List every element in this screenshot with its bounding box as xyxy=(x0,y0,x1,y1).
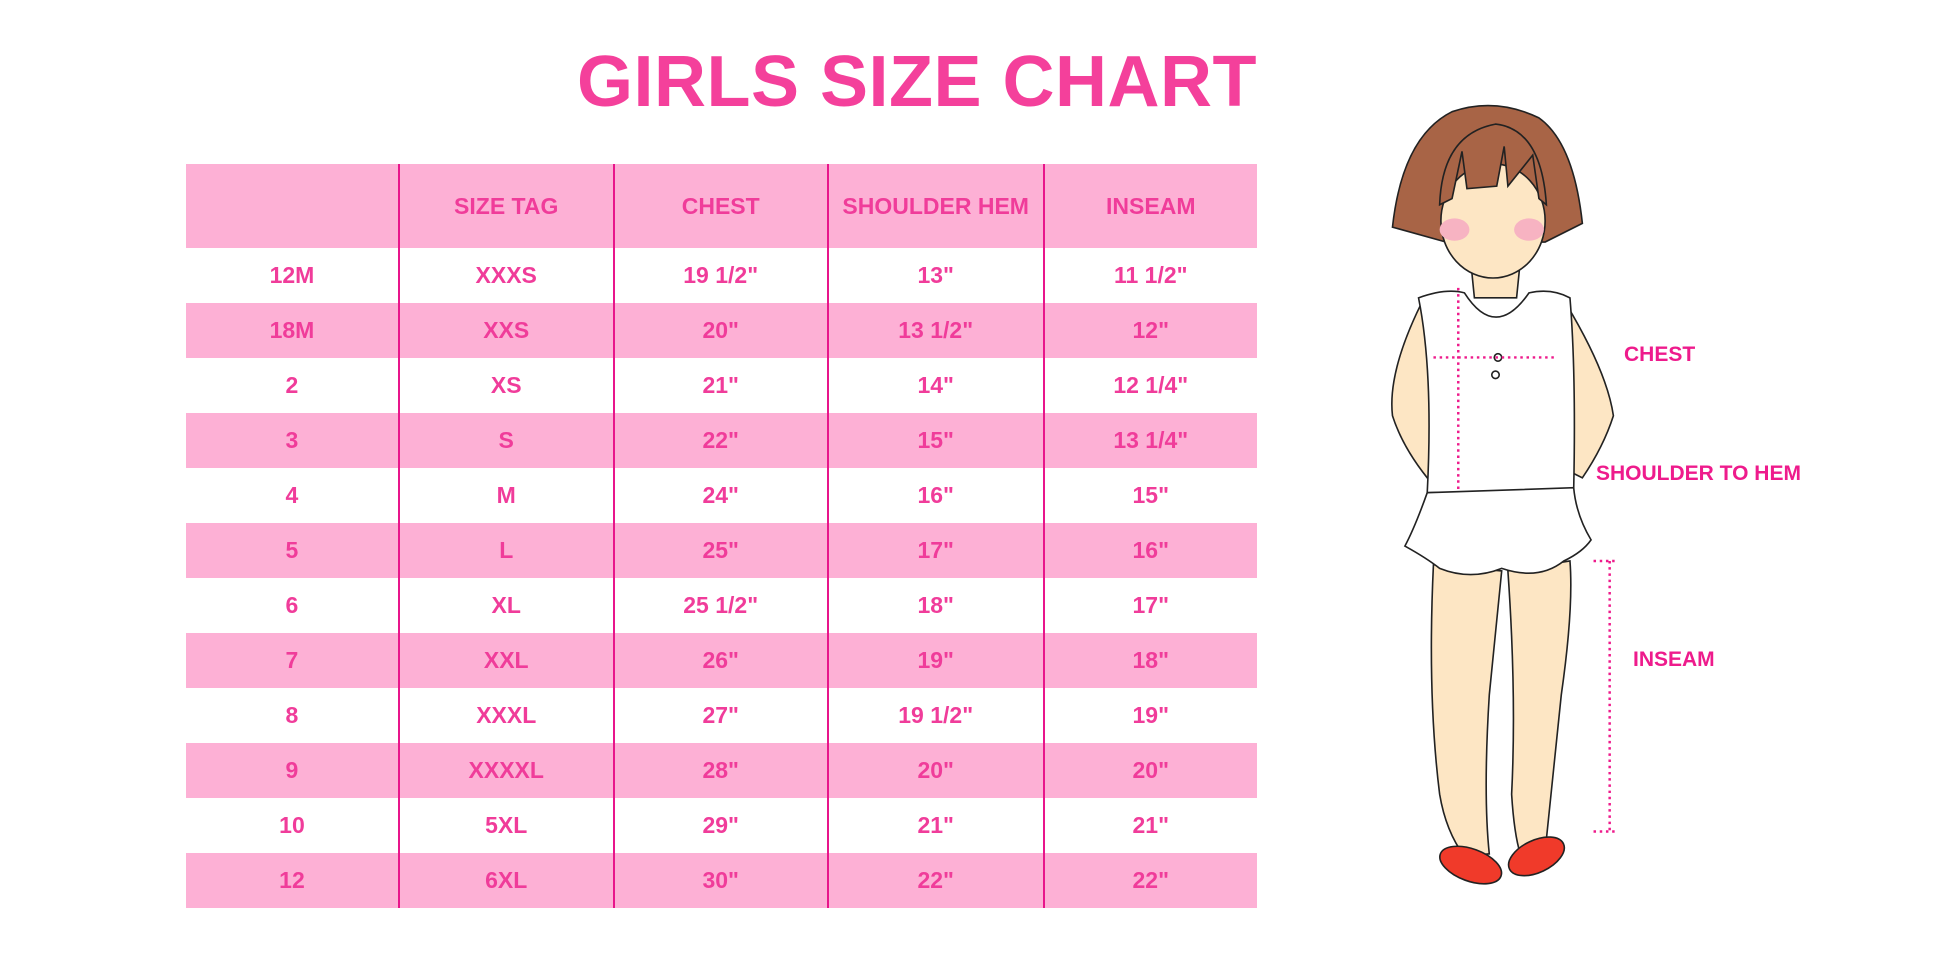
table-cell: XL xyxy=(397,578,614,633)
table-cell: 20" xyxy=(612,303,828,358)
table-cell: 25 1/2" xyxy=(612,578,828,633)
table-cell: S xyxy=(397,413,614,468)
table-cell: 13" xyxy=(826,248,1044,303)
table-cell: 17" xyxy=(826,523,1044,578)
table-cell: 3 xyxy=(186,413,399,468)
table-cell: XXXS xyxy=(397,248,614,303)
table-row: 18M XXS 20" 13 1/2" 12" xyxy=(186,303,1257,358)
table-cell: 22" xyxy=(826,853,1044,908)
table-cell: 5 xyxy=(186,523,399,578)
table-cell: 22" xyxy=(612,413,828,468)
bloomers xyxy=(1403,486,1593,576)
table-cell: 22" xyxy=(1042,853,1257,908)
measurement-lines xyxy=(1433,287,1619,833)
table-cell: 21" xyxy=(1042,798,1257,853)
table-cell: 2 xyxy=(285,372,299,398)
table-cell: 11 1/2" xyxy=(1042,248,1257,303)
table-cell: 16" xyxy=(1042,523,1257,578)
top xyxy=(1417,290,1576,494)
girl-figure xyxy=(1391,104,1615,885)
table-cell: 20" xyxy=(1042,743,1257,798)
table-cell: 9 xyxy=(186,743,399,798)
table-cell: 19 1/2" xyxy=(612,248,828,303)
table-cell: XXL xyxy=(397,633,614,688)
table-row: 5 L 25" 17" 16" xyxy=(186,523,1257,578)
table-cell: 6 xyxy=(285,592,299,618)
table-cell: 16" xyxy=(826,468,1044,523)
right-leg xyxy=(1507,560,1572,855)
column-header: INSEAM xyxy=(1042,164,1257,248)
table-cell: L xyxy=(397,523,614,578)
table-row: 12M XXXS 19 1/2" 13" 11 1/2" xyxy=(186,248,1257,303)
shoulder-to-hem-label: SHOULDER TO HEM xyxy=(1596,462,1801,485)
table-cell: 19" xyxy=(1042,688,1257,743)
table-cell: 14" xyxy=(826,358,1044,413)
table-row: 3 S 22" 15" 13 1/4" xyxy=(186,413,1257,468)
inseam-label: INSEAM xyxy=(1633,648,1715,671)
size-chart-table: SIZE TAG CHEST SHOULDER HEM INSEAM 12M XXXS 1… xyxy=(186,164,1257,908)
table-row: 2 XS 21" 14" 12 1/4" xyxy=(186,358,1257,413)
column-header: SIZE TAG xyxy=(397,164,614,248)
table-cell: XS xyxy=(397,358,614,413)
table-row: 10 5XL 29" 21" 21" xyxy=(186,798,1257,853)
table-cell: XXS xyxy=(397,303,614,358)
table-cell: 18M xyxy=(186,303,399,358)
table-cell: 26" xyxy=(612,633,828,688)
column-header: SHOULDER HEM xyxy=(826,164,1044,248)
table-cell: 24" xyxy=(612,468,828,523)
table-row: 8 XXXL 27" 19 1/2" 19" xyxy=(186,688,1257,743)
table-cell: 12 xyxy=(186,853,399,908)
table-cell: 7 xyxy=(186,633,399,688)
table-row: 6 XL 25 1/2" 18" 17" xyxy=(186,578,1257,633)
table-cell: 5XL xyxy=(397,798,614,853)
table-cell: 27" xyxy=(612,688,828,743)
table-cell: 29" xyxy=(612,798,828,853)
column-header: CHEST xyxy=(612,164,828,248)
table-cell: 6XL xyxy=(397,853,614,908)
table-cell: 8 xyxy=(285,702,299,728)
table-cell: 13 1/4" xyxy=(1042,413,1257,468)
table-cell: 4 xyxy=(285,482,299,508)
table-cell: XXXXL xyxy=(397,743,614,798)
table-cell: 15" xyxy=(1042,468,1257,523)
left-leg xyxy=(1430,563,1503,858)
table-cell: 13 1/2" xyxy=(826,303,1044,358)
right-arm xyxy=(1565,303,1615,479)
button xyxy=(1490,370,1501,380)
table-cell: 12 1/4" xyxy=(1042,358,1257,413)
table-cell: 20" xyxy=(826,743,1044,798)
column-header xyxy=(186,164,399,248)
table-row: 7 XXL 26" 19" 18" xyxy=(186,633,1257,688)
left-shoe xyxy=(1439,845,1503,885)
table-cell: 10 xyxy=(279,812,305,838)
table-cell: 17" xyxy=(1042,578,1257,633)
table-cell: 21" xyxy=(612,358,828,413)
table-header-row: SIZE TAG CHEST SHOULDER HEM INSEAM xyxy=(186,164,1257,248)
table-cell: 12M xyxy=(269,262,315,288)
chest-label: CHEST xyxy=(1624,343,1696,366)
table-cell: 30" xyxy=(612,853,828,908)
left-cheek xyxy=(1439,218,1470,241)
table-cell: 19" xyxy=(826,633,1044,688)
table-cell: 18" xyxy=(1042,633,1257,688)
table-row: 12 6XL 30" 22" 22" xyxy=(186,853,1257,908)
table-row: 9 XXXXL 28" 20" 20" xyxy=(186,743,1257,798)
table-cell: M xyxy=(397,468,614,523)
right-cheek xyxy=(1514,218,1544,241)
table-cell: 18" xyxy=(826,578,1044,633)
right-shoe xyxy=(1507,836,1566,877)
table-cell: XXXL xyxy=(397,688,614,743)
table-cell: 12" xyxy=(1042,303,1257,358)
table-cell: 25" xyxy=(612,523,828,578)
page-title: GIRLS SIZE CHART xyxy=(576,42,1257,122)
table-cell: 28" xyxy=(612,743,828,798)
table-cell: 21" xyxy=(826,798,1044,853)
table-cell: 15" xyxy=(826,413,1044,468)
bangs xyxy=(1438,123,1548,207)
table-cell: 19 1/2" xyxy=(826,688,1044,743)
table-row: 4 M 24" 16" 15" xyxy=(186,468,1257,523)
